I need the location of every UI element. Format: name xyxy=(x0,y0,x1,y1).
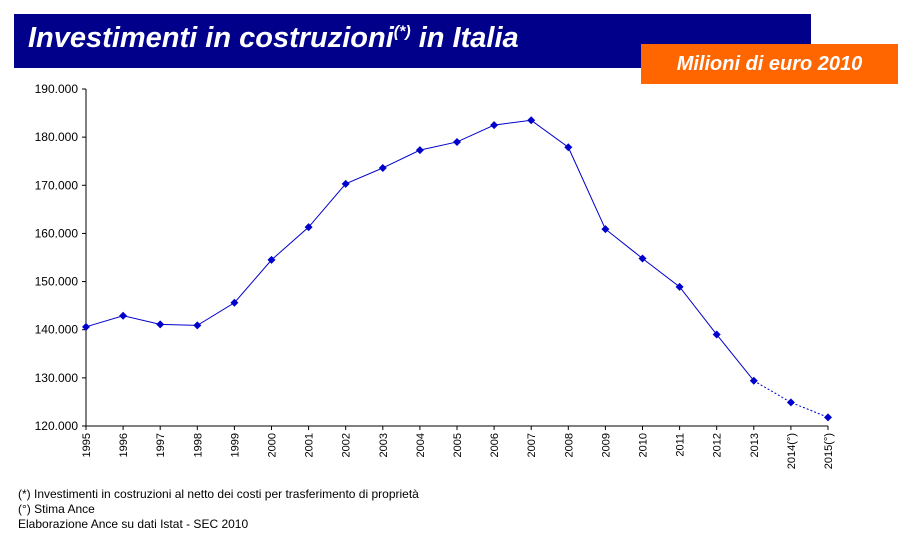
data-point xyxy=(415,146,424,155)
line-chart: 190.000 180.000 170.000 160.000 150.000 140.0… xyxy=(35,82,835,469)
x-tick-label: 2006 xyxy=(489,433,501,457)
data-point xyxy=(378,163,387,172)
x-tick-label: 2011 xyxy=(675,433,687,457)
data-point xyxy=(193,321,202,330)
chart-title-footnote-mark: (*) xyxy=(393,23,411,41)
data-point xyxy=(341,179,350,188)
y-tick-label: 120.000 xyxy=(35,419,79,433)
source-note: Elaborazione Ance su dati Istat - SEC 20… xyxy=(18,517,249,531)
data-point xyxy=(304,223,313,232)
data-point xyxy=(601,225,610,234)
x-tick-label: 2000 xyxy=(267,433,279,457)
x-tick-label: 2009 xyxy=(600,433,612,457)
x-tick-label: 2002 xyxy=(341,433,353,457)
y-tick-label: 160.000 xyxy=(35,226,79,240)
data-point xyxy=(267,255,276,264)
series-line-estimate xyxy=(753,380,829,418)
y-tick-label: 180.000 xyxy=(35,130,79,144)
x-tick-label: 2014(°) xyxy=(786,433,798,469)
data-point xyxy=(230,298,239,307)
data-point xyxy=(490,121,499,130)
x-tick-label: 2003 xyxy=(378,433,390,457)
x-tick-label: 2013 xyxy=(749,433,761,457)
data-point xyxy=(786,398,795,407)
chart-title-text: Investimenti in costruzioni xyxy=(28,22,394,54)
y-tick-label: 140.000 xyxy=(35,323,79,337)
footnote-estimate: (°) Stima Ance xyxy=(18,502,95,516)
chart-title-suffix: in Italia xyxy=(410,22,519,54)
data-point xyxy=(824,413,832,422)
data-point xyxy=(564,143,573,152)
x-tick-label: 1998 xyxy=(192,433,204,457)
title-bar: Investimenti in costruzioni(*) in Italia xyxy=(14,14,811,68)
series-line xyxy=(85,119,755,382)
x-tick-label: 2012 xyxy=(712,433,724,457)
y-tick-label: 190.000 xyxy=(35,82,79,96)
x-tick-label: 2005 xyxy=(452,433,464,457)
data-point xyxy=(119,311,128,320)
footnote-net-investments: (*) Investimenti in costruzioni al netto… xyxy=(18,487,419,501)
data-point xyxy=(675,282,684,291)
x-tick-label: 1996 xyxy=(118,433,130,457)
footnotes: (*) Investimenti in costruzioni al netto… xyxy=(18,487,419,532)
y-tick-label: 130.000 xyxy=(35,371,79,385)
chart-title: Investimenti in costruzioni(*) in Italia xyxy=(28,22,519,55)
x-tick-label: 1995 xyxy=(81,433,93,457)
x-tick-label: 1999 xyxy=(229,433,241,457)
x-tick-label: 2007 xyxy=(526,433,538,457)
data-point xyxy=(749,376,758,385)
x-tick-label: 2010 xyxy=(638,433,650,457)
y-tick-label: 150.000 xyxy=(35,275,79,289)
data-point xyxy=(453,137,461,146)
x-tick-label: 2008 xyxy=(563,433,575,457)
y-tick-label: 170.000 xyxy=(35,178,79,192)
unit-badge: Milioni di euro 2010 xyxy=(641,44,898,84)
data-point xyxy=(712,330,721,339)
data-point xyxy=(156,320,165,329)
x-tick-label: 2004 xyxy=(415,433,427,457)
data-point xyxy=(527,116,536,125)
x-tick-label: 2015(°) xyxy=(823,433,835,469)
data-point xyxy=(82,322,90,331)
data-point xyxy=(638,254,647,263)
x-tick-label: 1997 xyxy=(155,433,167,457)
x-tick-label: 2001 xyxy=(304,433,316,457)
